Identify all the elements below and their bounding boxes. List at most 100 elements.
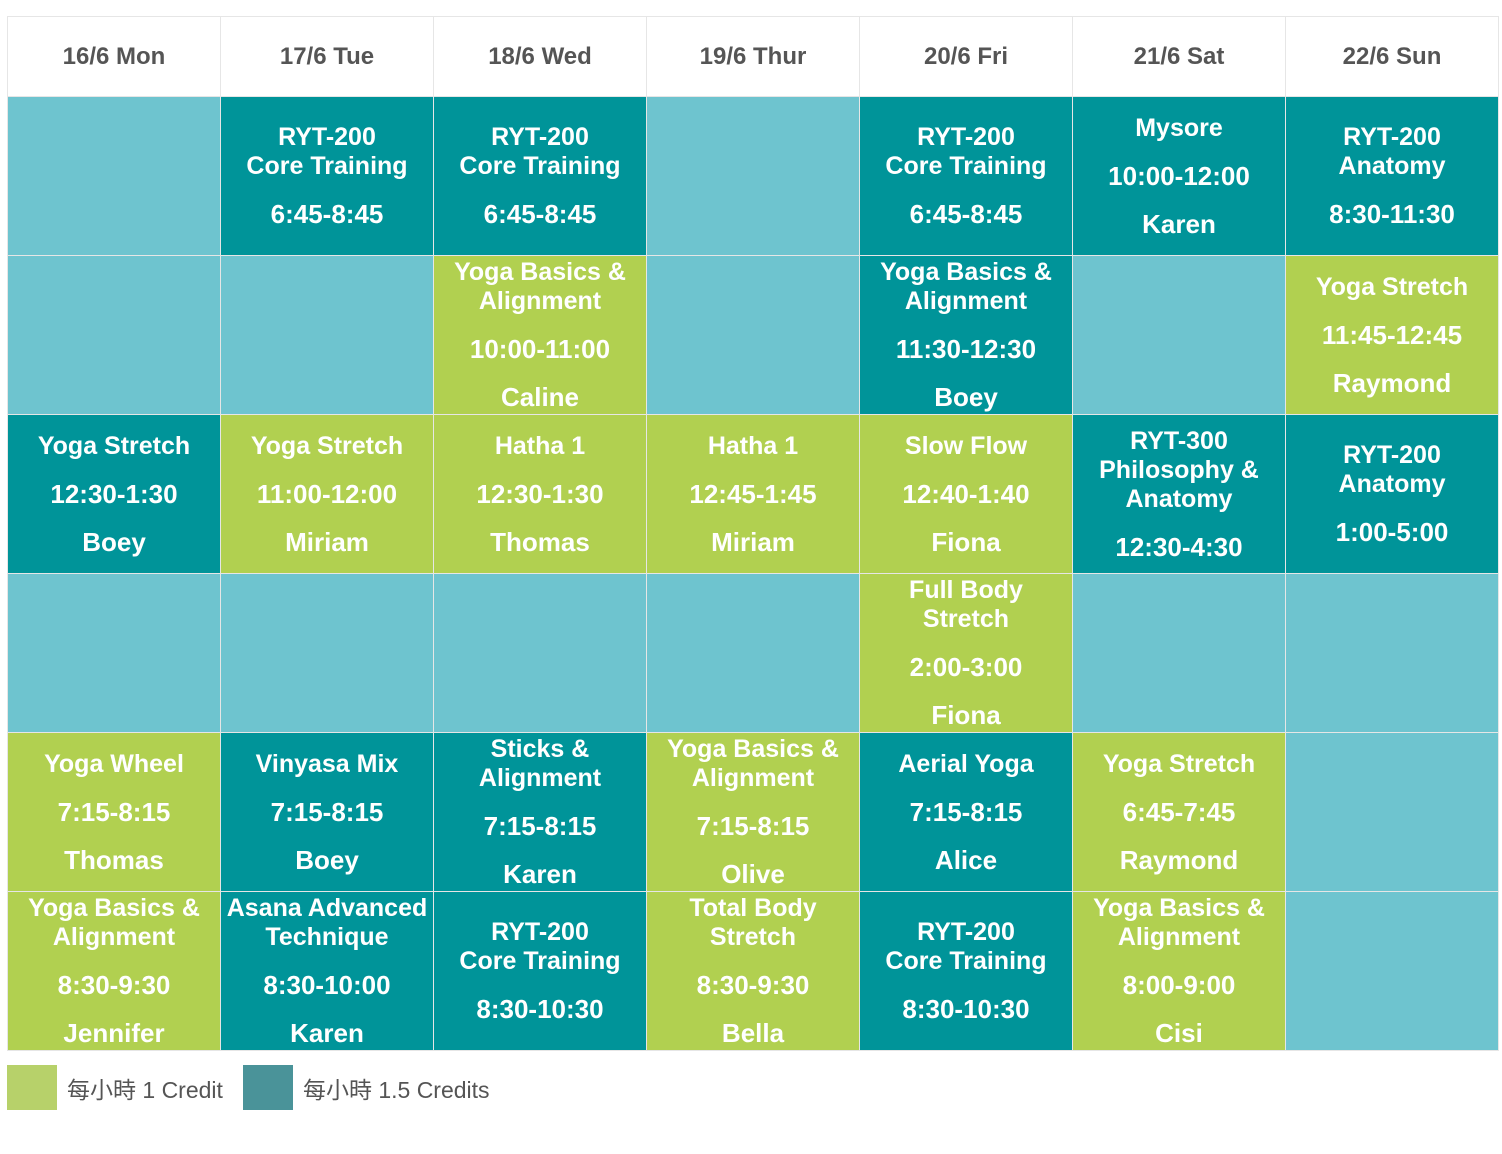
class-time: 12:30-1:30 xyxy=(476,478,604,509)
class-name: Asana Advanced Technique xyxy=(226,894,428,951)
empty-slot xyxy=(1286,892,1498,1050)
class-time: 12:30-4:30 xyxy=(1115,531,1243,562)
instructor-name: Caline xyxy=(500,382,580,412)
class-name: Yoga Stretch xyxy=(250,431,404,460)
class-time: 8:30-10:30 xyxy=(902,994,1030,1024)
class-time: 6:45-7:45 xyxy=(1122,796,1236,827)
class-name: RYT-200 Anatomy xyxy=(1338,123,1446,180)
instructor-name: Fiona xyxy=(931,700,1001,730)
instructor-name: Fiona xyxy=(931,526,1001,557)
class-time: 8:30-10:30 xyxy=(476,994,604,1024)
instructor-name: Miriam xyxy=(711,526,795,557)
class-cell-1-5-credits[interactable]: RYT-200 Core Training 6:45-8:45 xyxy=(221,97,433,255)
class-time: 7:15-8:15 xyxy=(909,796,1023,827)
class-cell-1-5-credits[interactable]: RYT-200 Core Training 8:30-10:30 xyxy=(860,892,1072,1050)
class-cell-1-5-credits[interactable]: RYT-200 Core Training 8:30-10:30 xyxy=(434,892,646,1050)
class-cell-1-5-credits[interactable]: RYT-300 Philosophy & Anatomy 12:30-4:30 xyxy=(1073,415,1285,573)
class-cell-1-5-credits[interactable]: Aerial Yoga 7:15-8:15 Alice xyxy=(860,733,1072,891)
class-cell-1-credit[interactable]: Yoga Basics & Alignment 7:15-8:15 Olive xyxy=(647,733,859,891)
instructor-name: Bella xyxy=(721,1018,785,1048)
class-cell-1-credit[interactable]: Yoga Wheel 7:15-8:15 Thomas xyxy=(8,733,220,891)
empty-slot xyxy=(221,256,433,414)
class-name: Yoga Stretch xyxy=(1315,272,1469,301)
class-time: 11:00-12:00 xyxy=(256,478,398,509)
class-name: Yoga Wheel xyxy=(44,749,184,778)
instructor-name: Cisi xyxy=(1155,1018,1203,1048)
class-cell-1-5-credits[interactable]: Mysore 10:00-12:00 Karen xyxy=(1073,97,1285,255)
legend-swatch xyxy=(242,1065,293,1110)
day-header: 21/6 Sat xyxy=(1073,17,1285,96)
class-cell-1-5-credits[interactable]: Asana Advanced Technique 8:30-10:00 Karen xyxy=(221,892,433,1050)
class-cell-1-credit[interactable]: Full Body Stretch 2:00-3:00 Fiona xyxy=(860,574,1072,732)
class-time: 12:45-1:45 xyxy=(689,478,817,509)
class-name: Hatha 1 xyxy=(707,431,799,460)
instructor-name: Boey xyxy=(82,526,146,557)
class-cell-1-credit[interactable]: Yoga Stretch 11:00-12:00 Miriam xyxy=(221,415,433,573)
day-header: 18/6 Wed xyxy=(434,17,646,96)
class-cell-1-5-credits[interactable]: Sticks & Alignment 7:15-8:15 Karen xyxy=(434,733,646,891)
empty-slot xyxy=(647,97,859,255)
empty-slot xyxy=(1286,733,1498,891)
class-name: Yoga Basics & Alignment xyxy=(454,258,626,315)
instructor-name: Boey xyxy=(934,382,998,412)
timetable-grid: 16/6 Mon 17/6 Tue 18/6 Wed 19/6 Thur 20/6 Fr… xyxy=(7,16,1499,1051)
legend-label: 每小時 1.5 Credits xyxy=(302,1076,490,1103)
class-time: 8:30-9:30 xyxy=(57,970,171,1000)
class-cell-1-5-credits[interactable]: RYT-200 Core Training 6:45-8:45 xyxy=(860,97,1072,255)
empty-slot xyxy=(1073,574,1285,732)
class-cell-1-credit[interactable]: Hatha 1 12:45-1:45 Miriam xyxy=(647,415,859,573)
day-header: 22/6 Sun xyxy=(1286,17,1498,96)
class-cell-1-5-credits[interactable]: Yoga Basics & Alignment 11:30-12:30 Boey xyxy=(860,256,1072,414)
day-header: 20/6 Fri xyxy=(860,17,1072,96)
instructor-name: Karen xyxy=(503,859,577,889)
day-header: 17/6 Tue xyxy=(221,17,433,96)
class-name: Yoga Basics & Alignment xyxy=(880,258,1052,315)
instructor-name: Alice xyxy=(934,844,998,875)
class-name: Yoga Basics & Alignment xyxy=(1093,894,1265,951)
class-name: Sticks & Alignment xyxy=(478,735,602,792)
class-cell-1-credit[interactable]: Total Body Stretch 8:30-9:30 Bella xyxy=(647,892,859,1050)
empty-slot xyxy=(647,256,859,414)
empty-slot xyxy=(221,574,433,732)
class-time: 6:45-8:45 xyxy=(270,199,384,229)
legend-label: 每小時 1 Credit xyxy=(67,1076,223,1103)
instructor-name: Raymond xyxy=(1119,844,1239,875)
class-cell-1-credit[interactable]: Slow Flow 12:40-1:40 Fiona xyxy=(860,415,1072,573)
class-cell-1-credit[interactable]: Yoga Basics & Alignment 8:30-9:30 Jennifer xyxy=(8,892,220,1050)
day-header: 16/6 Mon xyxy=(8,17,220,96)
class-time: 6:45-8:45 xyxy=(483,199,597,229)
instructor-name: Karen xyxy=(1142,208,1216,239)
class-cell-1-5-credits[interactable]: Vinyasa Mix 7:15-8:15 Boey xyxy=(221,733,433,891)
class-name: RYT-200 Core Training xyxy=(246,123,408,180)
class-time: 10:00-12:00 xyxy=(1108,160,1250,191)
class-name: RYT-200 Core Training xyxy=(459,123,621,180)
class-cell-1-credit[interactable]: Yoga Stretch 6:45-7:45 Raymond xyxy=(1073,733,1285,891)
empty-slot xyxy=(1073,256,1285,414)
legend-swatch xyxy=(7,1065,57,1110)
class-time: 7:15-8:15 xyxy=(57,796,171,827)
class-time: 8:30-11:30 xyxy=(1329,199,1455,229)
class-time: 7:15-8:15 xyxy=(270,796,384,827)
instructor-name: Olive xyxy=(721,859,785,889)
empty-slot xyxy=(647,574,859,732)
class-name: Yoga Basics & Alignment xyxy=(28,894,200,951)
class-time: 10:00-11:00 xyxy=(469,334,611,364)
class-time: 1:00-5:00 xyxy=(1335,517,1449,547)
class-cell-1-credit[interactable]: Hatha 1 12:30-1:30 Thomas xyxy=(434,415,646,573)
class-name: Aerial Yoga xyxy=(898,749,1034,778)
class-time: 7:15-8:15 xyxy=(483,811,597,841)
class-cell-1-credit[interactable]: Yoga Basics & Alignment 8:00-9:00 Cisi xyxy=(1073,892,1285,1050)
class-cell-1-5-credits[interactable]: RYT-200 Core Training 6:45-8:45 xyxy=(434,97,646,255)
class-time: 2:00-3:00 xyxy=(909,652,1023,682)
class-name: Yoga Stretch xyxy=(37,431,191,460)
class-time: 7:15-8:15 xyxy=(696,811,810,841)
class-name: RYT-300 Philosophy & Anatomy xyxy=(1099,426,1259,513)
class-cell-1-5-credits[interactable]: RYT-200 Anatomy 1:00-5:00 xyxy=(1286,415,1498,573)
class-cell-1-5-credits[interactable]: Yoga Stretch 12:30-1:30 Boey xyxy=(8,415,220,573)
instructor-name: Thomas xyxy=(64,844,164,875)
class-name: Yoga Stretch xyxy=(1102,749,1256,778)
class-cell-1-5-credits[interactable]: RYT-200 Anatomy 8:30-11:30 xyxy=(1286,97,1498,255)
class-cell-1-credit[interactable]: Yoga Stretch 11:45-12:45 Raymond xyxy=(1286,256,1498,414)
class-time: 12:30-1:30 xyxy=(50,478,178,509)
class-cell-1-credit[interactable]: Yoga Basics & Alignment 10:00-11:00 Caline xyxy=(434,256,646,414)
